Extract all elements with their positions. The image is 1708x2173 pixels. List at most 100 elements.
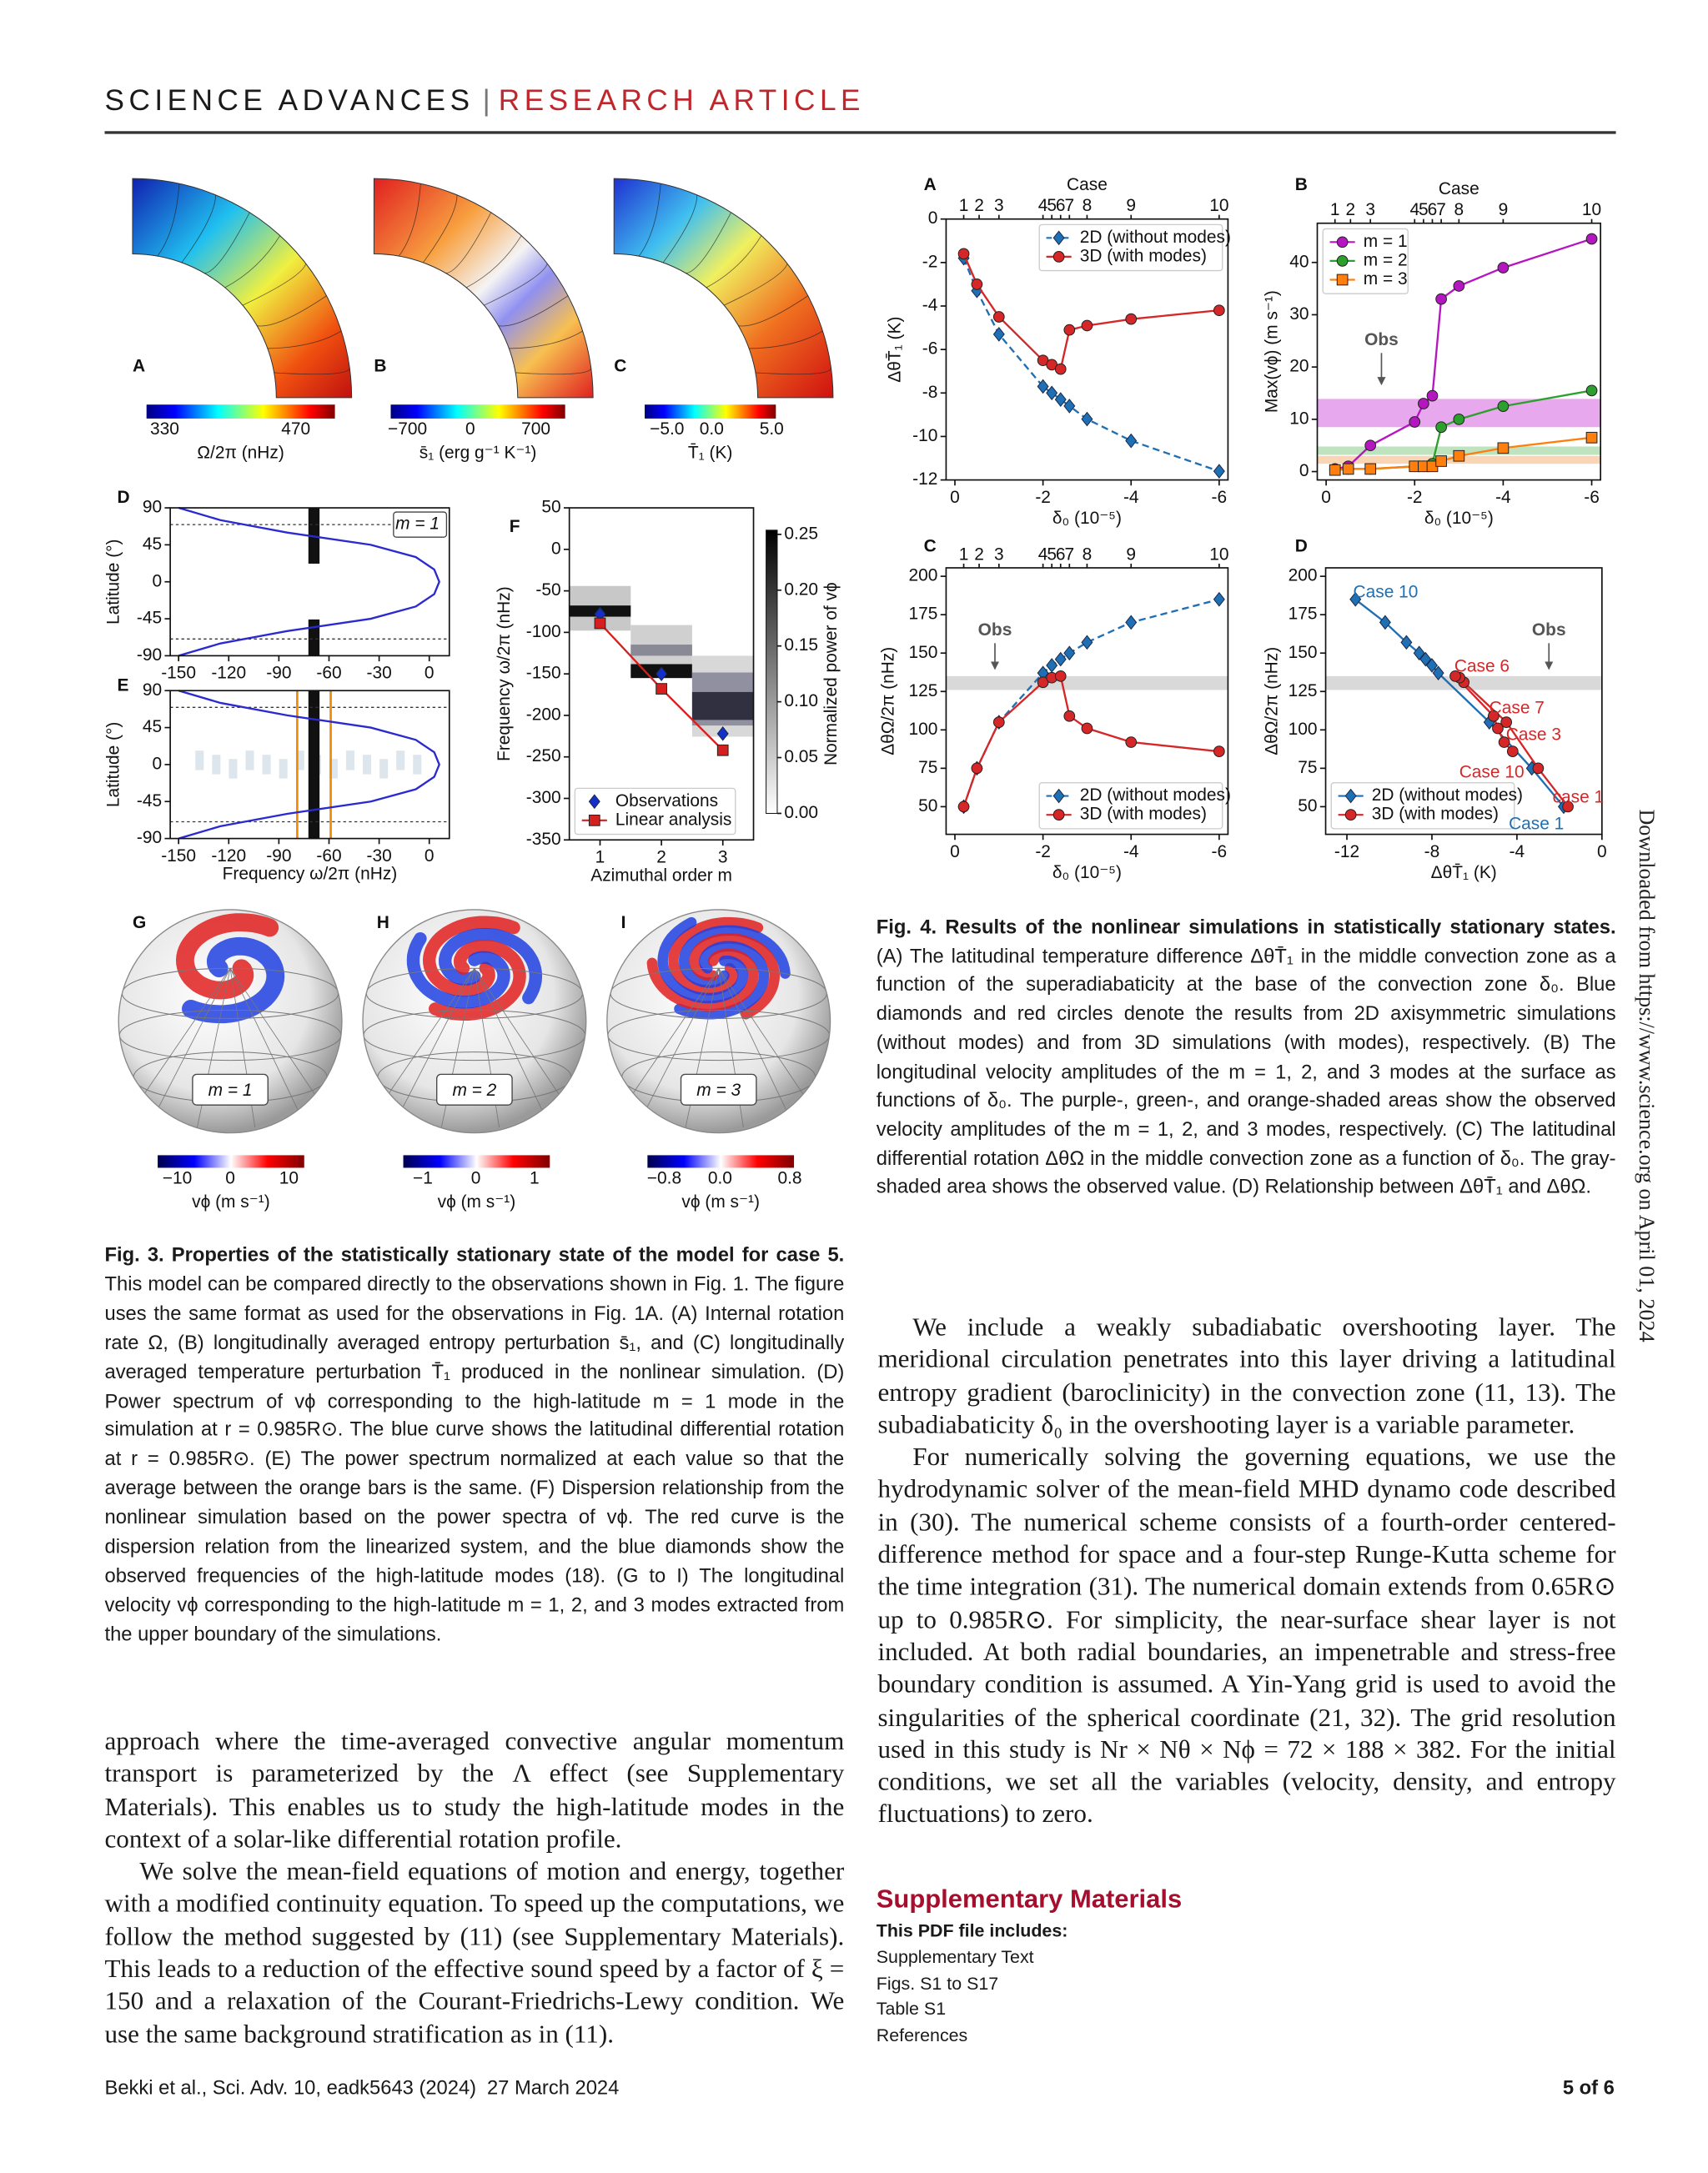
power-cell [630, 645, 692, 656]
y-tick-label: -45 [137, 609, 162, 628]
marker [1498, 736, 1510, 748]
y-tick-label: -10 [912, 426, 937, 445]
y-tick-label: 75 [918, 758, 937, 777]
panel-label: G [133, 913, 146, 932]
contour-line [423, 194, 458, 263]
colorbar-tick-label: 0.25 [784, 524, 818, 543]
legend-marker [1344, 788, 1357, 804]
top-axis-label: Case [1439, 179, 1479, 198]
x-tick-label: -4 [1123, 488, 1139, 507]
y-tick-label: -100 [526, 622, 561, 641]
contour-line [686, 212, 731, 274]
series-line [962, 598, 1220, 807]
figure-4-caption: Fig. 4. Results of the nonlinear simulat… [877, 914, 1616, 1202]
spectrum-blob [295, 750, 304, 770]
marker [1364, 439, 1377, 452]
x-tick-label: 0 [950, 488, 960, 507]
marker [1063, 710, 1076, 722]
list-item: Supplementary Text [876, 1946, 1034, 1968]
contour-line [399, 183, 421, 257]
x-tick-label: 1 [595, 848, 605, 867]
legend-marker [1052, 809, 1065, 821]
case-tick-label: 8 [1083, 196, 1093, 215]
x-axis-label: δ₀ (10⁻⁵) [1052, 509, 1122, 528]
case-tick-label: 6 [1056, 196, 1066, 215]
x-tick-label: -30 [367, 664, 392, 683]
y-axis-label: Max(vϕ) (m s⁻¹) [1262, 290, 1281, 413]
case-tick-label: 1 [959, 545, 969, 564]
case-tick-label: 7 [1064, 545, 1074, 564]
y-tick-label: 150 [1289, 643, 1318, 662]
marker [1497, 400, 1510, 413]
marker [1488, 710, 1500, 722]
x-tick-label: -2 [1407, 488, 1423, 507]
marker [1435, 455, 1447, 467]
y-axis-label: ΔθT̄₁ (K) [886, 317, 905, 383]
marker [1081, 411, 1093, 427]
power-cell [691, 691, 754, 720]
marker [1054, 392, 1067, 407]
colorbar-tick-label: 470 [281, 419, 310, 439]
marker [1506, 745, 1519, 757]
marker [1037, 676, 1049, 689]
legend-box [574, 787, 736, 836]
sphere-outline [606, 909, 831, 1134]
y-axis-label: Latitude (°) [104, 539, 123, 625]
contour-line [724, 263, 788, 306]
colorbar-label: Normalized power of vϕ [821, 582, 841, 765]
colorbar [645, 404, 776, 419]
marker [1585, 431, 1598, 444]
marker [1492, 722, 1504, 735]
grid-meridian [636, 968, 720, 1128]
x-tick-label: 3 [718, 848, 728, 867]
x-tick-label: -2 [1035, 488, 1051, 507]
case-tick-label: 5 [1047, 545, 1057, 564]
footer-date: 27 March 2024 [486, 2077, 620, 2100]
body-left: approach where the time-averaged convect… [104, 1726, 844, 2051]
contour-line [484, 263, 548, 306]
x-tick-label: 0 [424, 846, 435, 866]
legend-box [1038, 223, 1223, 272]
marker [1432, 665, 1444, 681]
colorbar-tick-label: 0.0 [708, 1168, 732, 1187]
marker [1364, 463, 1377, 475]
marker [1453, 413, 1465, 425]
grid-meridian [718, 968, 796, 1128]
shaded-band [946, 675, 1228, 690]
legend-marker [1344, 809, 1357, 821]
spiral-arm [668, 916, 764, 996]
panel-label: A [924, 175, 937, 194]
marker [1046, 385, 1058, 401]
legend-label: m = 1 [1364, 232, 1408, 251]
marker [1125, 615, 1138, 630]
case-tick-label: 3 [1365, 200, 1375, 219]
contour-line [274, 368, 350, 375]
marker [1562, 800, 1574, 813]
y-tick-label: -250 [526, 746, 561, 765]
marker [1500, 716, 1513, 728]
plot-frame [169, 690, 450, 840]
y-tick-label: 50 [541, 498, 560, 517]
label-box [436, 1073, 513, 1106]
x-tick-label: -8 [1424, 842, 1440, 861]
supplementary-title: Supplementary Materials [876, 1883, 1183, 1913]
spiral-arm [657, 916, 749, 1004]
y-tick-label: 50 [918, 796, 937, 816]
marker [1379, 615, 1391, 630]
paragraph: approach where the time-averaged convect… [104, 1727, 845, 1854]
marker [656, 666, 668, 681]
y-tick-label: 125 [1289, 681, 1318, 700]
spectrum-blob [245, 750, 254, 770]
colorbar-tick-label: 5.0 [760, 419, 784, 439]
supplementary-subtitle: This PDF file includes: [876, 1920, 1068, 1941]
colorbar-tick-label: −1 [413, 1168, 433, 1187]
marker [1435, 421, 1447, 434]
y-tick-label: 45 [143, 717, 162, 736]
download-note: Downloaded from https://www.science.org … [1634, 809, 1658, 1342]
marker [957, 800, 970, 813]
colorbar-tick-label: 0 [471, 1168, 481, 1187]
annotation-box [393, 511, 448, 538]
contour-line [181, 194, 217, 263]
marker [1400, 635, 1413, 650]
marker [716, 744, 729, 756]
